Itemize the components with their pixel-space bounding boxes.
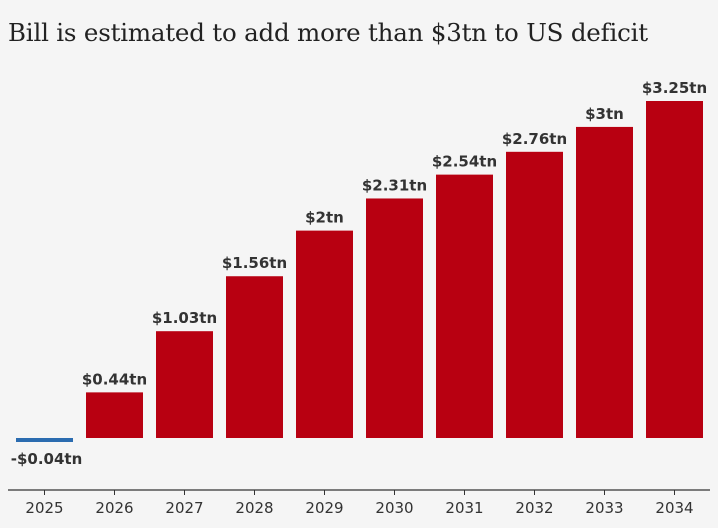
- x-tick-label-2032: 2032: [515, 499, 553, 517]
- bar-2030: [366, 198, 423, 438]
- bar-2025: [16, 438, 73, 442]
- x-tick-label-2029: 2029: [305, 499, 343, 517]
- value-label-2025: -$0.04tn: [11, 450, 83, 468]
- value-label-2030: $2.31tn: [362, 176, 427, 194]
- x-tick-label-2028: 2028: [235, 499, 273, 517]
- x-tick-label-2030: 2030: [375, 499, 413, 517]
- x-tick-label-2033: 2033: [585, 499, 623, 517]
- chart-title: Bill is estimated to add more than $3tn …: [8, 18, 648, 47]
- x-axis-ticks-layer: 2025 2026 2027 2028 2029 2030 2031 2032 2033 2034: [25, 490, 694, 517]
- x-tick-label-2031: 2031: [445, 499, 483, 517]
- x-tick-label-2026: 2026: [95, 499, 133, 517]
- bar-2027: [156, 331, 213, 438]
- bar-2029: [296, 230, 353, 438]
- bar-2034: [646, 101, 703, 438]
- bar-2031: [436, 174, 493, 439]
- value-label-2027: $1.03tn: [152, 309, 217, 327]
- value-label-2031: $2.54tn: [432, 153, 497, 171]
- bar-2026: [86, 392, 143, 438]
- x-tick-label-2025: 2025: [25, 499, 63, 517]
- x-tick-label-2034: 2034: [655, 499, 693, 517]
- value-label-2029: $2tn: [305, 209, 344, 227]
- bar-2028: [226, 276, 283, 438]
- value-label-2033: $3tn: [585, 105, 624, 123]
- bar-2033: [576, 126, 633, 438]
- value-label-2028: $1.56tn: [222, 254, 287, 272]
- bar-2032: [506, 151, 563, 438]
- value-label-2026: $0.44tn: [82, 370, 147, 388]
- value-label-2032: $2.76tn: [502, 130, 567, 148]
- x-tick-label-2027: 2027: [165, 499, 203, 517]
- value-label-2034: $3.25tn: [642, 79, 707, 97]
- value-labels-layer: -$0.04tn $0.44tn $1.03tn $1.56tn $2tn $2.31tn…: [11, 79, 707, 468]
- bars-layer: [16, 101, 703, 442]
